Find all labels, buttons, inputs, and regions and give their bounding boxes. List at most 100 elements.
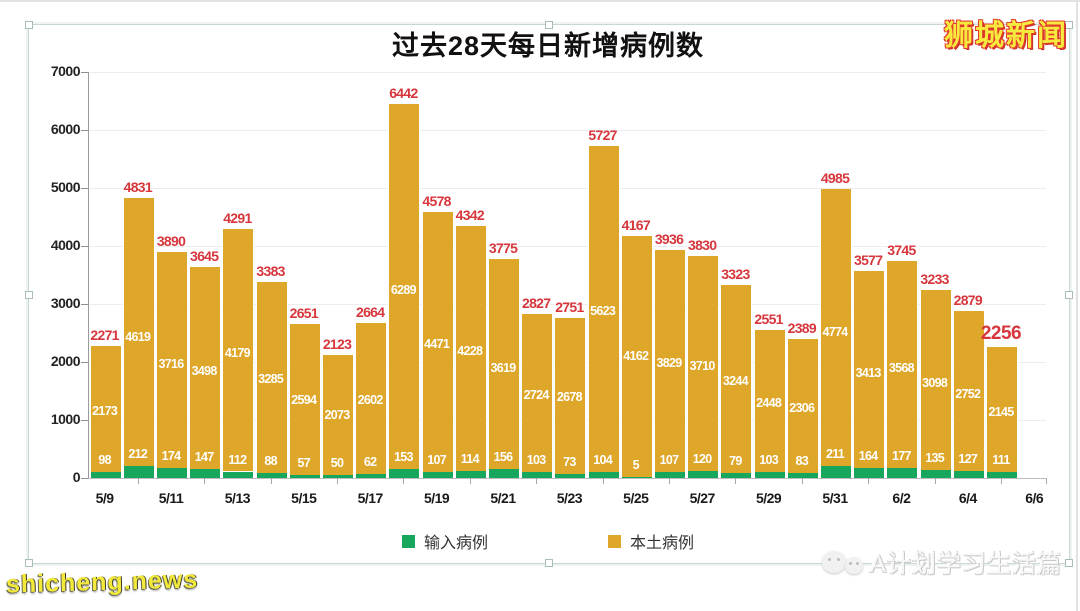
y-axis-label-2000: 2000 [50,353,81,369]
bar-local-1 [122,197,155,466]
bar-imported-label-19: 79 [729,454,742,469]
gridline-7000 [88,72,1046,73]
bar-local-0 [89,346,122,473]
legend-swatch-icon [608,534,621,548]
y-axis-label-5000: 5000 [50,179,81,195]
y-tick-3000 [81,304,88,305]
selection-frame [25,21,1073,567]
bar-imported-17 [654,471,686,478]
resize-handle-top-mid[interactable] [545,21,553,29]
x-tick-6 [536,478,538,484]
bar-local-label-22: 4774 [822,325,848,340]
bar-imported-label-16: 5 [632,458,640,472]
bar-local-25 [919,290,952,471]
bar-imported-22 [820,465,852,478]
bar-local-17 [654,249,686,472]
bar-imported-label-24: 177 [892,448,911,463]
x-tick-1 [204,478,206,484]
bar-imported-19 [720,473,753,478]
x-tick-4 [403,478,405,484]
resize-handle-top-left[interactable] [25,21,33,29]
bar-total-label-18: 3830 [688,236,717,253]
bar-local-label-7: 2073 [324,408,350,423]
x-axis-label-6-6: 6/6 [1025,490,1044,506]
bar-local-label-21: 2306 [789,400,815,415]
legend-item-0: 输入病例 [401,529,488,553]
y-axis-label-0: 0 [72,469,81,485]
y-tick-7000 [81,72,88,73]
bar-local-6 [288,324,321,475]
bar-imported-label-5: 88 [264,453,277,468]
bar-local-label-25: 3098 [922,376,948,391]
x-axis-label-5-19: 5/19 [423,490,450,506]
bar-imported-18 [687,471,720,478]
bar-imported-16 [620,477,653,478]
bar-local-label-20: 2448 [756,396,782,411]
bar-total-label-14: 2751 [555,299,584,316]
x-axis-label-5-13: 5/13 [224,490,251,506]
bar-total-label-11: 4342 [455,207,485,224]
resize-handle-bottom-left[interactable] [25,559,33,567]
watermark-wechat: A计划学习生活篇 [821,544,1062,579]
bar-total-label-20: 2551 [754,311,783,328]
bar-local-label-5: 3285 [258,371,284,386]
bar-total-label-8: 2664 [356,304,385,321]
x-axis-label-5-11: 5/11 [158,490,184,506]
bar-local-21 [786,339,819,474]
x-tick-11 [868,478,870,484]
x-tick-13 [1001,478,1002,484]
bar-imported-23 [853,468,886,478]
bar-local-14 [554,318,587,474]
y-tick-6000 [81,130,88,131]
bar-local-label-0: 2173 [92,404,118,419]
x-axis-label-5-29: 5/29 [755,490,782,506]
bar-imported-label-27: 111 [992,452,1010,467]
chat-bubble-small-icon [844,557,863,574]
resize-handle-top-right[interactable] [1065,21,1073,29]
bar-local-label-11: 4228 [457,344,483,359]
resize-handle-bottom-mid[interactable] [545,559,553,567]
bar-local-8 [355,323,388,475]
bar-total-label-24: 3745 [887,241,916,258]
bar-local-15 [587,145,620,472]
bar-local-label-6: 2594 [291,393,317,408]
bar-local-label-26: 2752 [955,386,981,401]
bar-imported-24 [886,467,919,478]
bar-local-4 [222,229,255,472]
gridline-6000 [88,130,1046,131]
bar-local-label-14: 2678 [556,390,583,405]
bar-imported-label-15: 104 [593,452,612,467]
x-tick-2 [270,478,272,484]
bar-total-label-10: 4578 [422,193,451,210]
resize-handle-bottom-right[interactable] [1065,559,1073,567]
bar-imported-label-9: 153 [394,450,413,465]
bar-local-18 [687,255,720,472]
bar-imported-4 [222,471,255,478]
x-axis-line [88,478,1046,479]
resize-handle-mid-left[interactable] [25,291,33,299]
bar-total-label-3: 3645 [190,247,219,264]
bar-imported-label-12: 156 [493,449,513,464]
bar-imported-label-8: 62 [363,455,377,470]
bar-total-label-26: 2879 [953,292,983,309]
x-tick-5 [469,478,471,484]
x-axis-label-6-2: 6/2 [892,490,911,506]
bar-imported-label-17: 107 [659,452,679,467]
bar-local-label-8: 2602 [357,392,384,407]
bar-imported-0 [89,472,122,478]
x-tick-end [1046,478,1047,484]
x-tick-9 [735,478,737,484]
bar-total-label-27: 2256 [980,323,1022,345]
legend-swatch-icon [401,534,415,548]
bar-imported-1 [122,465,155,478]
bar-total-label-22: 4985 [820,169,850,186]
bar-local-label-24: 3568 [888,361,915,376]
x-axis-label-6-4: 6/4 [958,490,977,506]
bar-local-7 [322,354,354,476]
bar-local-5 [255,281,288,473]
resize-handle-mid-right[interactable] [1065,291,1073,299]
bar-local-27 [986,347,1018,472]
bar-imported-13 [521,472,554,478]
bar-imported-26 [952,470,985,478]
bar-total-label-7: 2123 [322,335,352,352]
